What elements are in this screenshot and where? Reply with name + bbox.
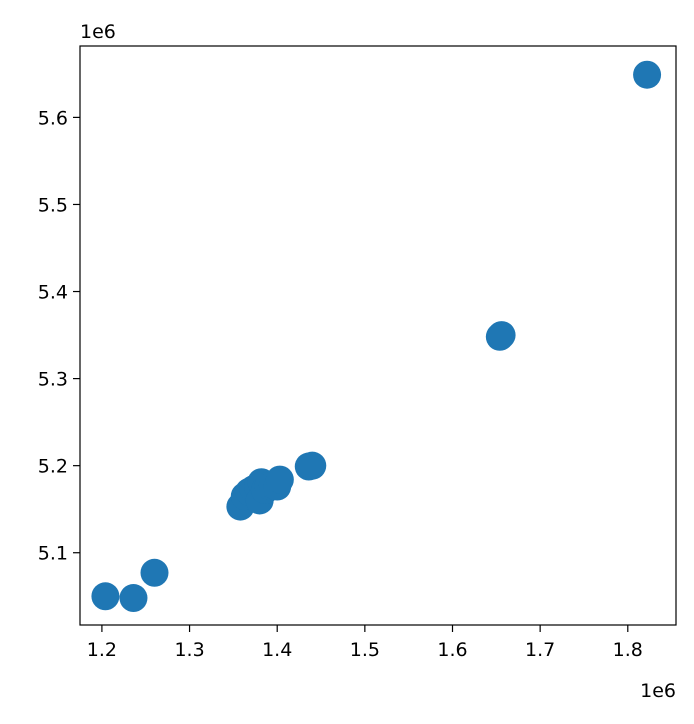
x-tick-label: 1.6 <box>437 639 467 661</box>
y-tick-label: 5.2 <box>38 456 68 478</box>
scatter-point <box>265 465 294 494</box>
x-tick-label: 1.8 <box>613 639 643 661</box>
y-axis: 5.1 5.2 5.3 5.4 5.5 5.6 <box>38 107 80 565</box>
y-tick-label: 5.1 <box>38 543 68 565</box>
x-tick-label: 1.7 <box>525 639 555 661</box>
x-axis: 1.2 1.3 1.4 1.5 1.6 1.7 1.8 <box>87 625 643 661</box>
x-tick-label: 1.3 <box>174 639 204 661</box>
scatter-point <box>119 584 148 613</box>
x-tick-label: 1.4 <box>262 639 292 661</box>
y-tick-label: 5.3 <box>38 369 68 391</box>
x-tick-label: 1.5 <box>350 639 380 661</box>
scatter-point <box>487 321 516 350</box>
scatter-point <box>140 558 169 587</box>
scatter-point <box>298 451 327 480</box>
plot-area-frame <box>79 45 677 626</box>
scatter-point <box>633 60 662 89</box>
y-offset-label: 1e6 <box>80 21 116 43</box>
x-tick-label: 1.2 <box>87 639 117 661</box>
scatter-point <box>91 582 120 611</box>
x-offset-label: 1e6 <box>640 680 676 702</box>
points-layer <box>91 60 662 613</box>
y-tick-label: 5.6 <box>38 107 68 129</box>
y-tick-label: 5.5 <box>38 194 68 216</box>
y-tick-label: 5.4 <box>38 282 68 304</box>
